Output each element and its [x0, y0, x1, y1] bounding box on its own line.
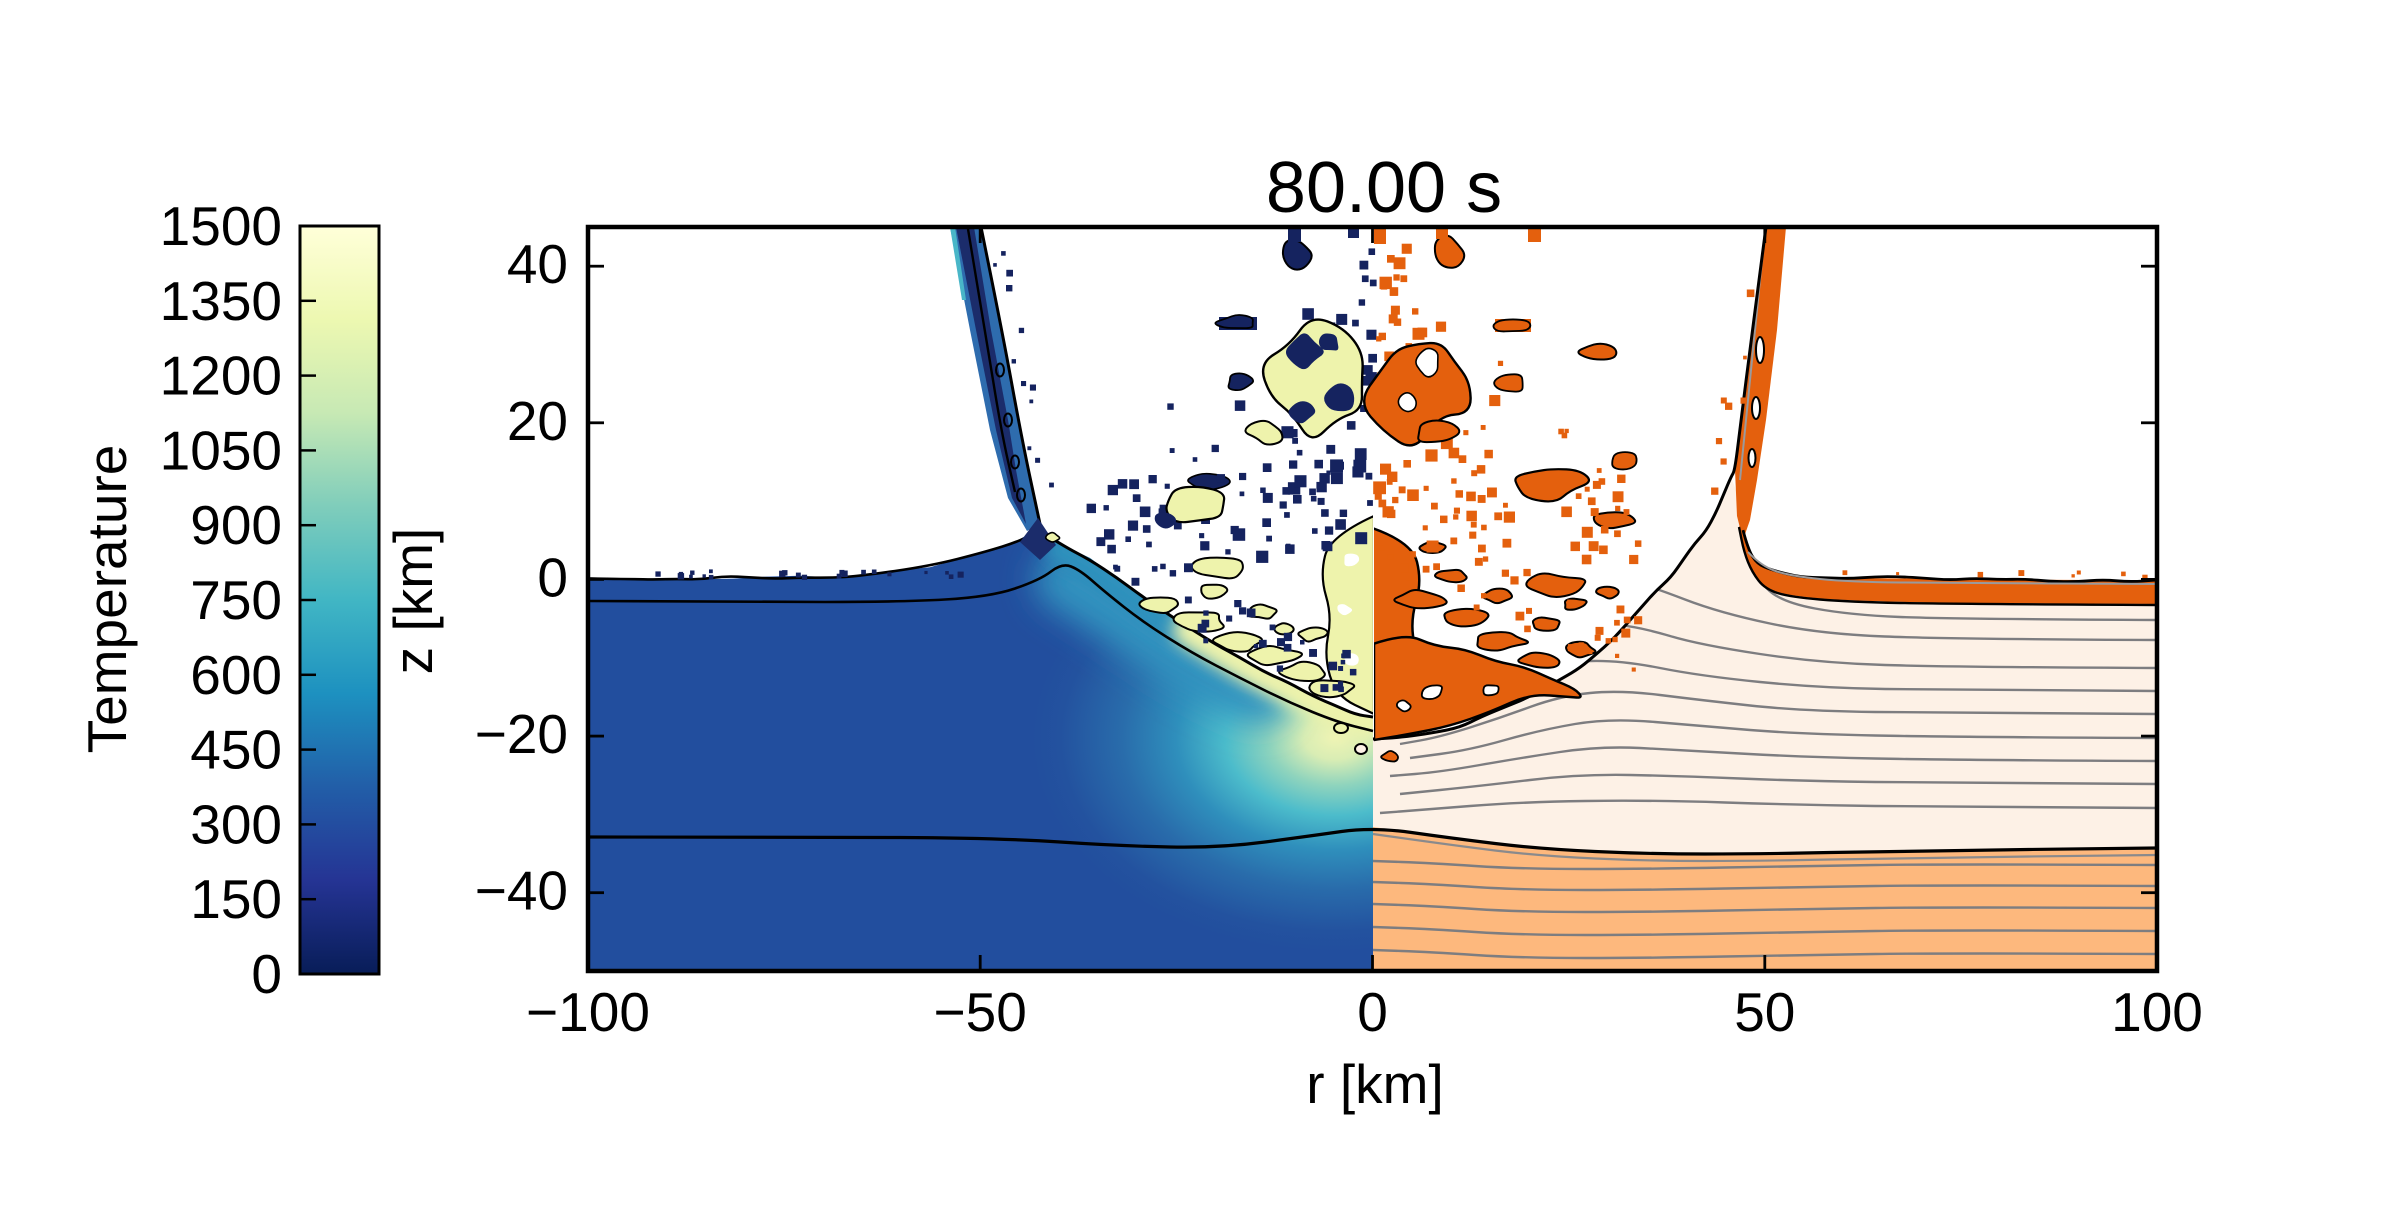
svg-text:−40: −40 — [475, 860, 568, 922]
svg-text:0: 0 — [251, 943, 282, 1005]
svg-text:900: 900 — [190, 494, 282, 556]
svg-text:0: 0 — [537, 546, 568, 608]
svg-text:−100: −100 — [526, 981, 650, 1043]
svg-text:−20: −20 — [475, 703, 568, 765]
svg-text:20: 20 — [507, 390, 568, 452]
svg-text:100: 100 — [2111, 981, 2203, 1043]
svg-text:150: 150 — [190, 868, 282, 930]
svg-text:z [km]: z [km] — [382, 528, 444, 675]
svg-text:−50: −50 — [934, 981, 1027, 1043]
svg-text:750: 750 — [190, 569, 282, 631]
svg-text:1500: 1500 — [160, 195, 282, 257]
svg-text:40: 40 — [507, 233, 568, 295]
svg-text:r [km]: r [km] — [1306, 1053, 1443, 1115]
svg-text:50: 50 — [1734, 981, 1795, 1043]
svg-text:1050: 1050 — [160, 419, 282, 481]
svg-text:450: 450 — [190, 719, 282, 781]
svg-text:600: 600 — [190, 644, 282, 706]
svg-text:Temperature: Temperature — [76, 445, 138, 754]
svg-text:0: 0 — [1357, 981, 1388, 1043]
svg-text:1350: 1350 — [160, 270, 282, 332]
svg-text:1200: 1200 — [160, 345, 282, 407]
svg-text:300: 300 — [190, 793, 282, 855]
svg-text:80.00 s: 80.00 s — [1266, 148, 1502, 228]
